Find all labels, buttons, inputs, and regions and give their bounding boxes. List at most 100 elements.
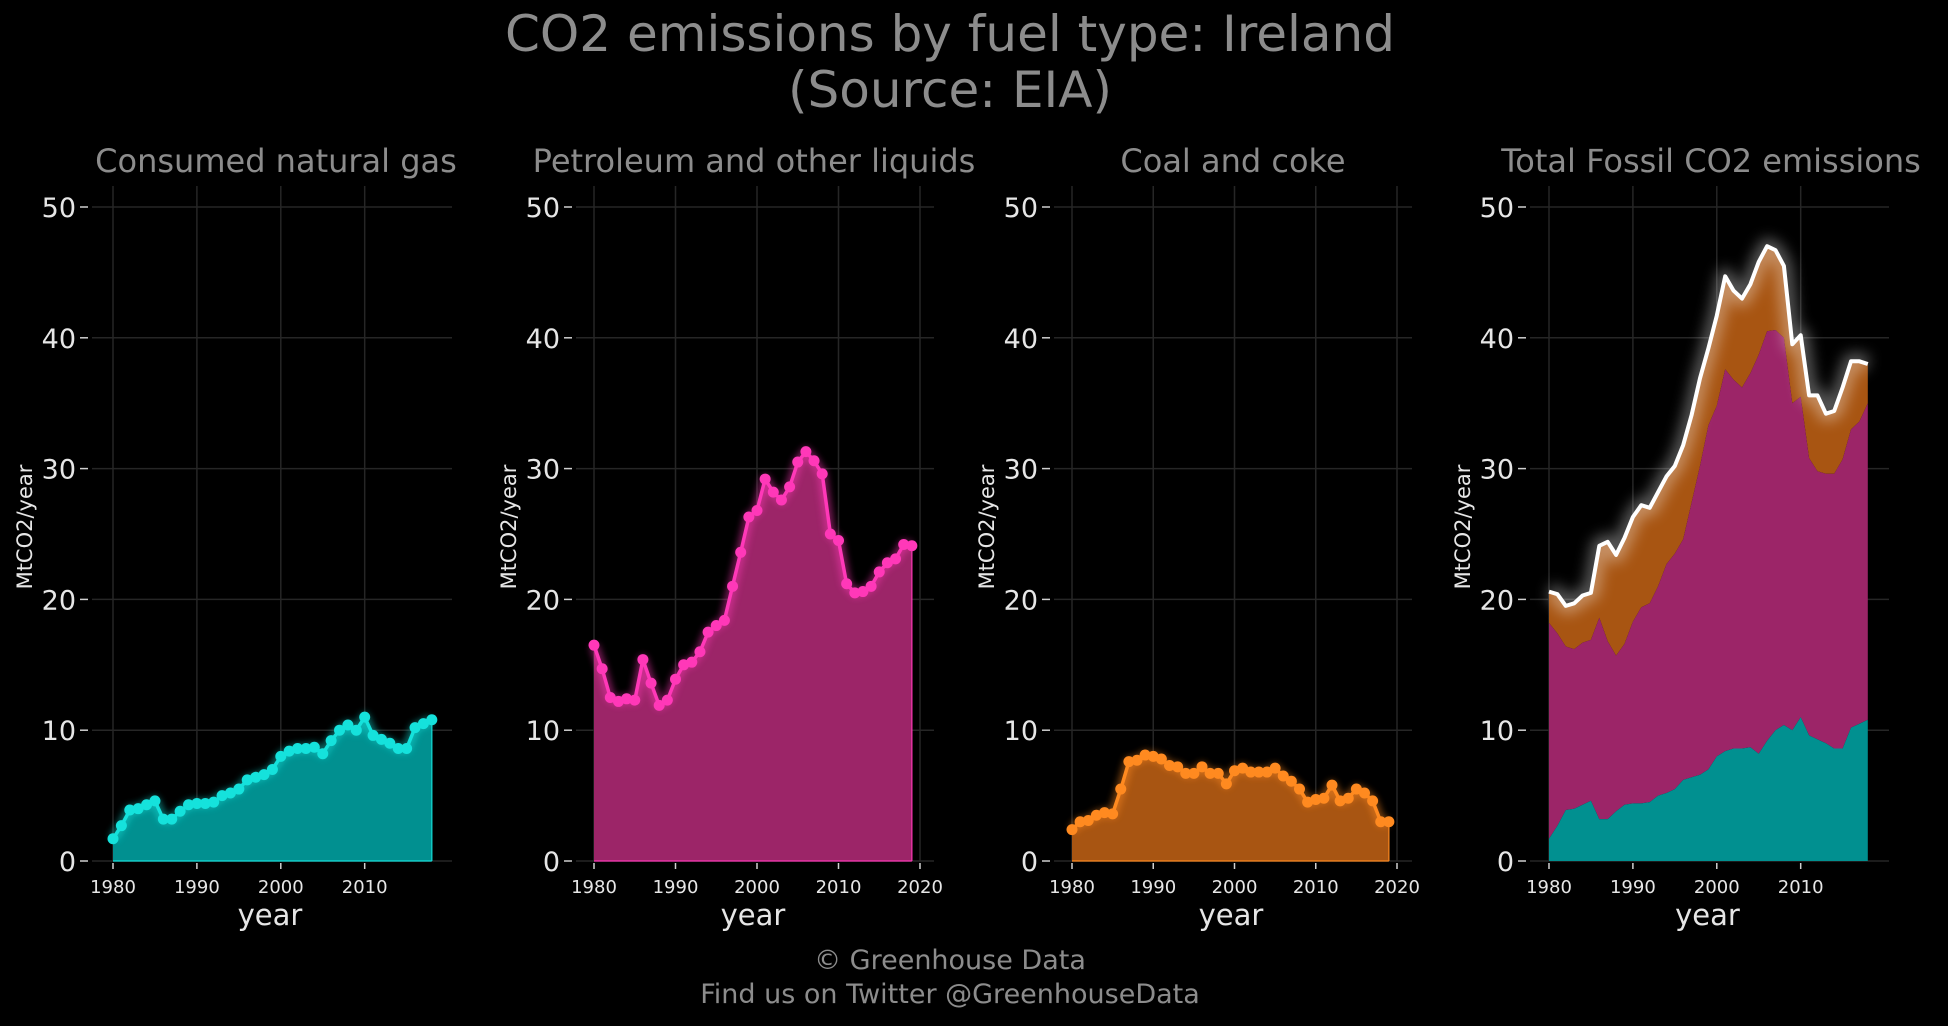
y-tick-label: 30 bbox=[526, 455, 560, 486]
y-tick-label: 10 bbox=[1004, 716, 1038, 747]
data-point bbox=[401, 743, 413, 755]
data-point bbox=[107, 833, 119, 845]
y-tick-label: 20 bbox=[1480, 585, 1514, 616]
data-point bbox=[124, 804, 136, 816]
x-tick-label: 2000 bbox=[1694, 877, 1740, 898]
data-point bbox=[141, 799, 153, 811]
data-point bbox=[881, 557, 893, 569]
data-point bbox=[1318, 792, 1330, 804]
y-tick-label: 30 bbox=[42, 455, 76, 486]
data-point bbox=[1245, 766, 1257, 778]
area-fill bbox=[113, 717, 432, 861]
y-tick-label: 40 bbox=[1480, 324, 1514, 355]
stack-gas bbox=[1549, 717, 1868, 861]
y-tick-label: 10 bbox=[526, 716, 560, 747]
y-tick-label: 30 bbox=[1480, 455, 1514, 486]
data-point bbox=[1285, 775, 1297, 787]
panel-4: 0 10 20 30 40 50 1980 1990 2000 2010 year MtCO2/yea… bbox=[1451, 142, 1921, 932]
data-point bbox=[629, 694, 641, 706]
data-point bbox=[224, 787, 236, 799]
x-tick-label: 2010 bbox=[1293, 877, 1339, 898]
data-point bbox=[1204, 767, 1216, 779]
y-axis-label: MtCO2/year bbox=[1451, 464, 1475, 589]
y-tick-label: 40 bbox=[42, 324, 76, 355]
figure-title-line-2: (Source: EIA) bbox=[787, 61, 1113, 119]
y-tick-label: 20 bbox=[42, 585, 76, 616]
data-point bbox=[1196, 761, 1208, 773]
x-tick-label: 2010 bbox=[342, 877, 388, 898]
y-axis-label: MtCO2/year bbox=[497, 464, 521, 589]
y-tick-label: 0 bbox=[543, 847, 560, 878]
data-point bbox=[873, 566, 885, 578]
x-tick-label: 2000 bbox=[1212, 877, 1258, 898]
data-point bbox=[898, 538, 910, 550]
data-point bbox=[1115, 783, 1127, 795]
panel-title: Coal and coke bbox=[1120, 142, 1345, 180]
x-tick-label: 2010 bbox=[1778, 877, 1824, 898]
data-point bbox=[621, 693, 633, 705]
copyright-text: © Greenhouse Data bbox=[814, 945, 1086, 976]
data-point bbox=[849, 587, 861, 599]
data-point bbox=[841, 578, 853, 590]
data-point bbox=[350, 724, 362, 736]
series-line bbox=[1070, 753, 1389, 831]
data-point bbox=[367, 729, 379, 741]
y-tick-label: 10 bbox=[42, 716, 76, 747]
data-point bbox=[166, 813, 178, 825]
data-point bbox=[275, 750, 287, 762]
data-point bbox=[115, 820, 127, 832]
data-point bbox=[308, 741, 320, 753]
data-point bbox=[250, 771, 262, 783]
data-point bbox=[132, 803, 144, 815]
data-point bbox=[1269, 762, 1281, 774]
data-point bbox=[694, 646, 706, 658]
data-point bbox=[808, 455, 820, 467]
area-fill bbox=[1072, 755, 1389, 861]
data-point bbox=[1131, 754, 1143, 766]
y-tick-label: 20 bbox=[1004, 585, 1038, 616]
x-axis-label: year bbox=[238, 898, 303, 932]
data-point bbox=[300, 743, 312, 755]
data-point bbox=[317, 748, 329, 760]
figure-title-line-1: CO2 emissions by fuel type: Ireland bbox=[505, 5, 1395, 63]
data-point bbox=[857, 586, 869, 598]
panel-3: 0 10 20 30 40 50 1980 1990 2000 2010 2020 year MtCO2… bbox=[975, 142, 1420, 932]
x-tick-label: 1980 bbox=[1049, 877, 1095, 898]
data-point bbox=[1212, 767, 1224, 779]
data-point bbox=[1107, 808, 1119, 820]
data-point bbox=[266, 763, 278, 775]
data-point bbox=[1123, 756, 1135, 768]
data-point bbox=[775, 494, 787, 506]
data-point bbox=[258, 769, 270, 781]
y-axis-label: MtCO2/year bbox=[975, 464, 999, 589]
data-point bbox=[149, 795, 161, 807]
y-tick-label: 0 bbox=[1497, 847, 1514, 878]
data-point bbox=[1074, 816, 1086, 828]
data-point bbox=[1342, 792, 1354, 804]
area-fill bbox=[594, 451, 912, 861]
data-point bbox=[1180, 767, 1192, 779]
data-point bbox=[1237, 762, 1249, 774]
x-tick-label: 1990 bbox=[1610, 877, 1656, 898]
data-point bbox=[824, 528, 836, 540]
data-point bbox=[727, 580, 739, 592]
panel-1: 0 10 20 30 40 50 1980 1990 2000 2010 year MtCO2/yea… bbox=[13, 142, 457, 932]
data-point bbox=[283, 745, 295, 757]
x-tick-label: 1980 bbox=[90, 877, 136, 898]
data-point bbox=[208, 796, 220, 808]
x-tick-label: 1990 bbox=[653, 877, 699, 898]
data-point bbox=[1082, 814, 1094, 826]
panel-title: Petroleum and other liquids bbox=[533, 142, 976, 180]
data-point bbox=[1359, 787, 1370, 799]
data-point bbox=[1261, 766, 1273, 778]
y-tick-label: 10 bbox=[1480, 716, 1514, 747]
data-point bbox=[710, 620, 722, 632]
y-tick-label: 50 bbox=[526, 193, 560, 224]
data-point bbox=[1294, 783, 1305, 795]
data-point bbox=[157, 813, 169, 825]
data-point bbox=[241, 774, 253, 786]
data-point bbox=[1066, 824, 1078, 836]
data-point bbox=[325, 735, 337, 747]
data-point bbox=[342, 719, 354, 731]
data-point bbox=[216, 790, 228, 802]
